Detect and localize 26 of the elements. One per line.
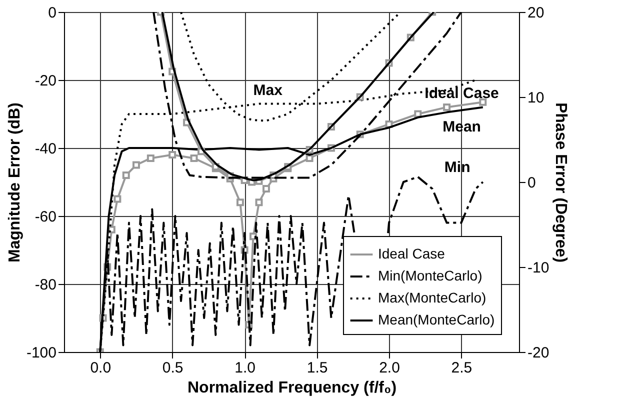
y2-tick-label: 0: [528, 174, 536, 192]
y2-tick-label: 20: [528, 4, 544, 22]
y-tick-label: -80: [34, 276, 56, 294]
y2-tick-label: -10: [528, 260, 550, 276]
x-tick-label: 2.0: [379, 360, 400, 376]
legend-label: Mean(MonteCarlo): [378, 312, 495, 328]
y-tick-label: 0: [48, 4, 56, 22]
y2-tick-label: 10: [528, 90, 544, 106]
y-tick-label: -100: [26, 344, 56, 362]
x-tick-label: 0.0: [90, 360, 112, 376]
y2-axis-title: Phase Error (Degree): [552, 102, 570, 263]
y-tick-label: -40: [34, 140, 56, 158]
x-tick-label: 2.5: [451, 360, 472, 376]
x-tick-label: 1.0: [234, 360, 256, 376]
x-axis-title: Normalized Frequency (f/f₀): [187, 380, 397, 396]
annotation: Max: [253, 82, 284, 99]
x-tick-label: 0.5: [162, 360, 184, 376]
y-tick-label: -60: [34, 208, 56, 226]
y-axis-title: Magnitude Error (dB): [6, 102, 24, 262]
y-tick-label: -20: [34, 72, 56, 90]
legend-label: Ideal Case: [378, 246, 446, 262]
legend-label: Min(MonteCarlo): [378, 268, 482, 284]
x-tick-label: 1.5: [306, 360, 328, 376]
legend-label: Max(MonteCarlo): [378, 290, 486, 306]
y2-tick-label: -20: [528, 344, 550, 362]
annotation: Ideal Case: [424, 85, 499, 102]
